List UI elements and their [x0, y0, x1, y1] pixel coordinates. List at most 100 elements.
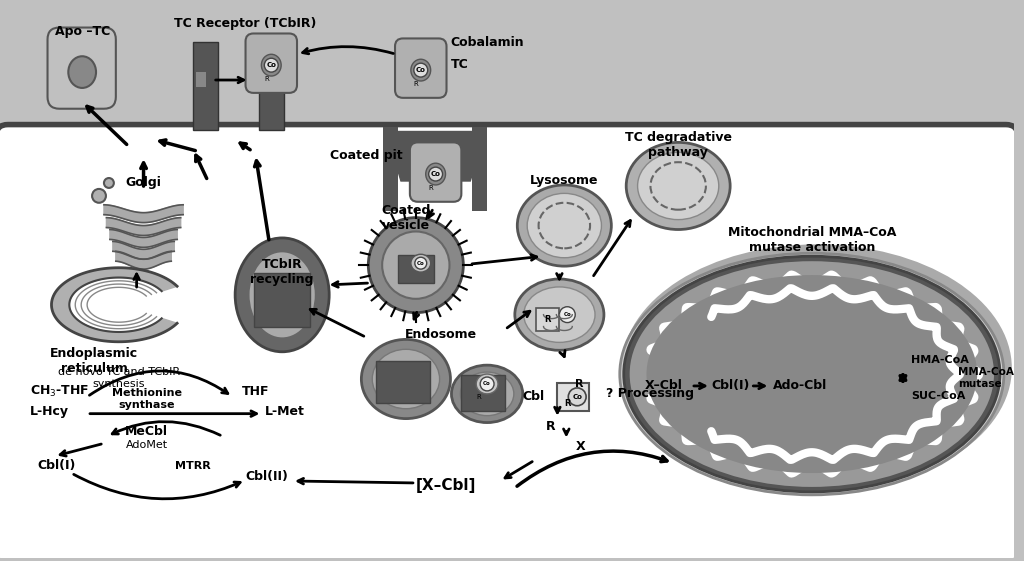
- Text: Cbl(I): Cbl(I): [38, 459, 76, 472]
- Ellipse shape: [630, 261, 994, 487]
- FancyBboxPatch shape: [536, 308, 559, 332]
- Ellipse shape: [249, 251, 315, 338]
- Ellipse shape: [627, 142, 730, 229]
- Circle shape: [264, 58, 279, 72]
- Text: Co: Co: [572, 394, 582, 400]
- Text: Cbl: Cbl: [522, 390, 545, 403]
- FancyBboxPatch shape: [383, 127, 398, 211]
- Circle shape: [429, 167, 442, 181]
- Text: Cbl(II): Cbl(II): [246, 470, 289, 482]
- FancyBboxPatch shape: [196, 72, 206, 87]
- Text: L-Met: L-Met: [265, 405, 305, 418]
- Text: HMA-CoA: HMA-CoA: [910, 355, 969, 365]
- Text: R: R: [544, 315, 551, 324]
- FancyBboxPatch shape: [47, 27, 116, 109]
- Text: Ado-Cbl: Ado-Cbl: [773, 379, 827, 393]
- Ellipse shape: [515, 279, 604, 350]
- Text: Mitochondrial MMA–CoA
mutase activation: Mitochondrial MMA–CoA mutase activation: [728, 226, 896, 254]
- Ellipse shape: [236, 238, 329, 352]
- Ellipse shape: [517, 185, 611, 266]
- Ellipse shape: [373, 350, 439, 409]
- Text: L-Hcy: L-Hcy: [30, 405, 69, 418]
- Ellipse shape: [452, 365, 522, 422]
- Text: [X–Cbl]: [X–Cbl]: [416, 479, 476, 494]
- Text: Methionine
synthase: Methionine synthase: [112, 388, 181, 410]
- Text: de novo TC and TCbIR
synthesis: de novo TC and TCbIR synthesis: [57, 367, 180, 389]
- Text: Lysosome: Lysosome: [530, 174, 599, 187]
- Ellipse shape: [411, 59, 431, 81]
- Ellipse shape: [523, 287, 595, 342]
- Text: Co: Co: [431, 171, 440, 177]
- Text: MeCbl: MeCbl: [125, 425, 168, 438]
- Ellipse shape: [461, 372, 514, 416]
- Ellipse shape: [646, 275, 977, 473]
- FancyBboxPatch shape: [472, 127, 487, 211]
- Text: Co: Co: [417, 261, 425, 266]
- Circle shape: [382, 232, 450, 299]
- Ellipse shape: [624, 256, 1000, 492]
- Circle shape: [559, 307, 575, 323]
- FancyBboxPatch shape: [557, 383, 589, 411]
- Text: R: R: [564, 399, 570, 408]
- Circle shape: [480, 377, 494, 391]
- Polygon shape: [116, 251, 171, 269]
- Ellipse shape: [527, 194, 601, 257]
- FancyBboxPatch shape: [0, 125, 1018, 561]
- Circle shape: [92, 189, 105, 203]
- FancyBboxPatch shape: [259, 43, 284, 130]
- Text: Co: Co: [266, 62, 276, 68]
- Ellipse shape: [411, 254, 431, 272]
- Text: THF: THF: [242, 385, 269, 398]
- Circle shape: [415, 257, 427, 269]
- Text: Co: Co: [416, 67, 426, 73]
- Polygon shape: [110, 229, 177, 247]
- Polygon shape: [386, 131, 485, 181]
- Ellipse shape: [622, 245, 1012, 492]
- FancyBboxPatch shape: [246, 34, 297, 93]
- Polygon shape: [51, 268, 177, 342]
- FancyBboxPatch shape: [194, 43, 218, 130]
- Text: Co: Co: [563, 312, 571, 317]
- Ellipse shape: [638, 152, 719, 219]
- Text: Cobalamin: Cobalamin: [451, 36, 524, 49]
- FancyBboxPatch shape: [410, 142, 462, 202]
- Polygon shape: [113, 241, 174, 259]
- Text: R: R: [574, 379, 584, 389]
- Circle shape: [369, 218, 463, 312]
- Text: Apo –TC: Apo –TC: [54, 25, 110, 38]
- Ellipse shape: [361, 339, 451, 419]
- Text: ? Processing: ? Processing: [606, 387, 694, 401]
- FancyBboxPatch shape: [254, 273, 310, 327]
- Text: R: R: [414, 81, 418, 87]
- Text: X–Cbl: X–Cbl: [644, 379, 682, 393]
- FancyBboxPatch shape: [271, 72, 282, 87]
- Text: Endoplasmic
reticulum: Endoplasmic reticulum: [50, 347, 138, 375]
- Circle shape: [414, 63, 428, 77]
- Text: MTRR: MTRR: [175, 461, 211, 471]
- Text: TC degradative
pathway: TC degradative pathway: [625, 131, 732, 159]
- FancyBboxPatch shape: [395, 39, 446, 98]
- Polygon shape: [104, 205, 183, 223]
- Ellipse shape: [69, 56, 96, 88]
- Text: R: R: [264, 76, 268, 82]
- Text: AdoMet: AdoMet: [126, 440, 168, 450]
- FancyBboxPatch shape: [398, 255, 433, 283]
- Text: CH$_3$-THF: CH$_3$-THF: [30, 384, 89, 399]
- Circle shape: [568, 388, 586, 406]
- Text: TC Receptor (TCbIR): TC Receptor (TCbIR): [174, 17, 316, 30]
- Text: Endosome: Endosome: [404, 328, 476, 341]
- Text: R: R: [428, 185, 433, 191]
- Text: X: X: [577, 440, 586, 453]
- Text: Cbl(I): Cbl(I): [712, 379, 750, 393]
- Ellipse shape: [620, 253, 1004, 495]
- Ellipse shape: [426, 163, 445, 185]
- FancyBboxPatch shape: [376, 361, 430, 403]
- Text: MMA-CoA
mutase: MMA-CoA mutase: [958, 367, 1014, 389]
- Text: TCbIR
recycling: TCbIR recycling: [251, 258, 314, 286]
- Text: SUC-CoA: SUC-CoA: [910, 391, 966, 401]
- Text: Coated pit: Coated pit: [330, 149, 402, 162]
- Ellipse shape: [476, 374, 498, 394]
- Text: Golgi: Golgi: [126, 176, 162, 189]
- Ellipse shape: [261, 54, 282, 76]
- Text: TC: TC: [451, 58, 468, 71]
